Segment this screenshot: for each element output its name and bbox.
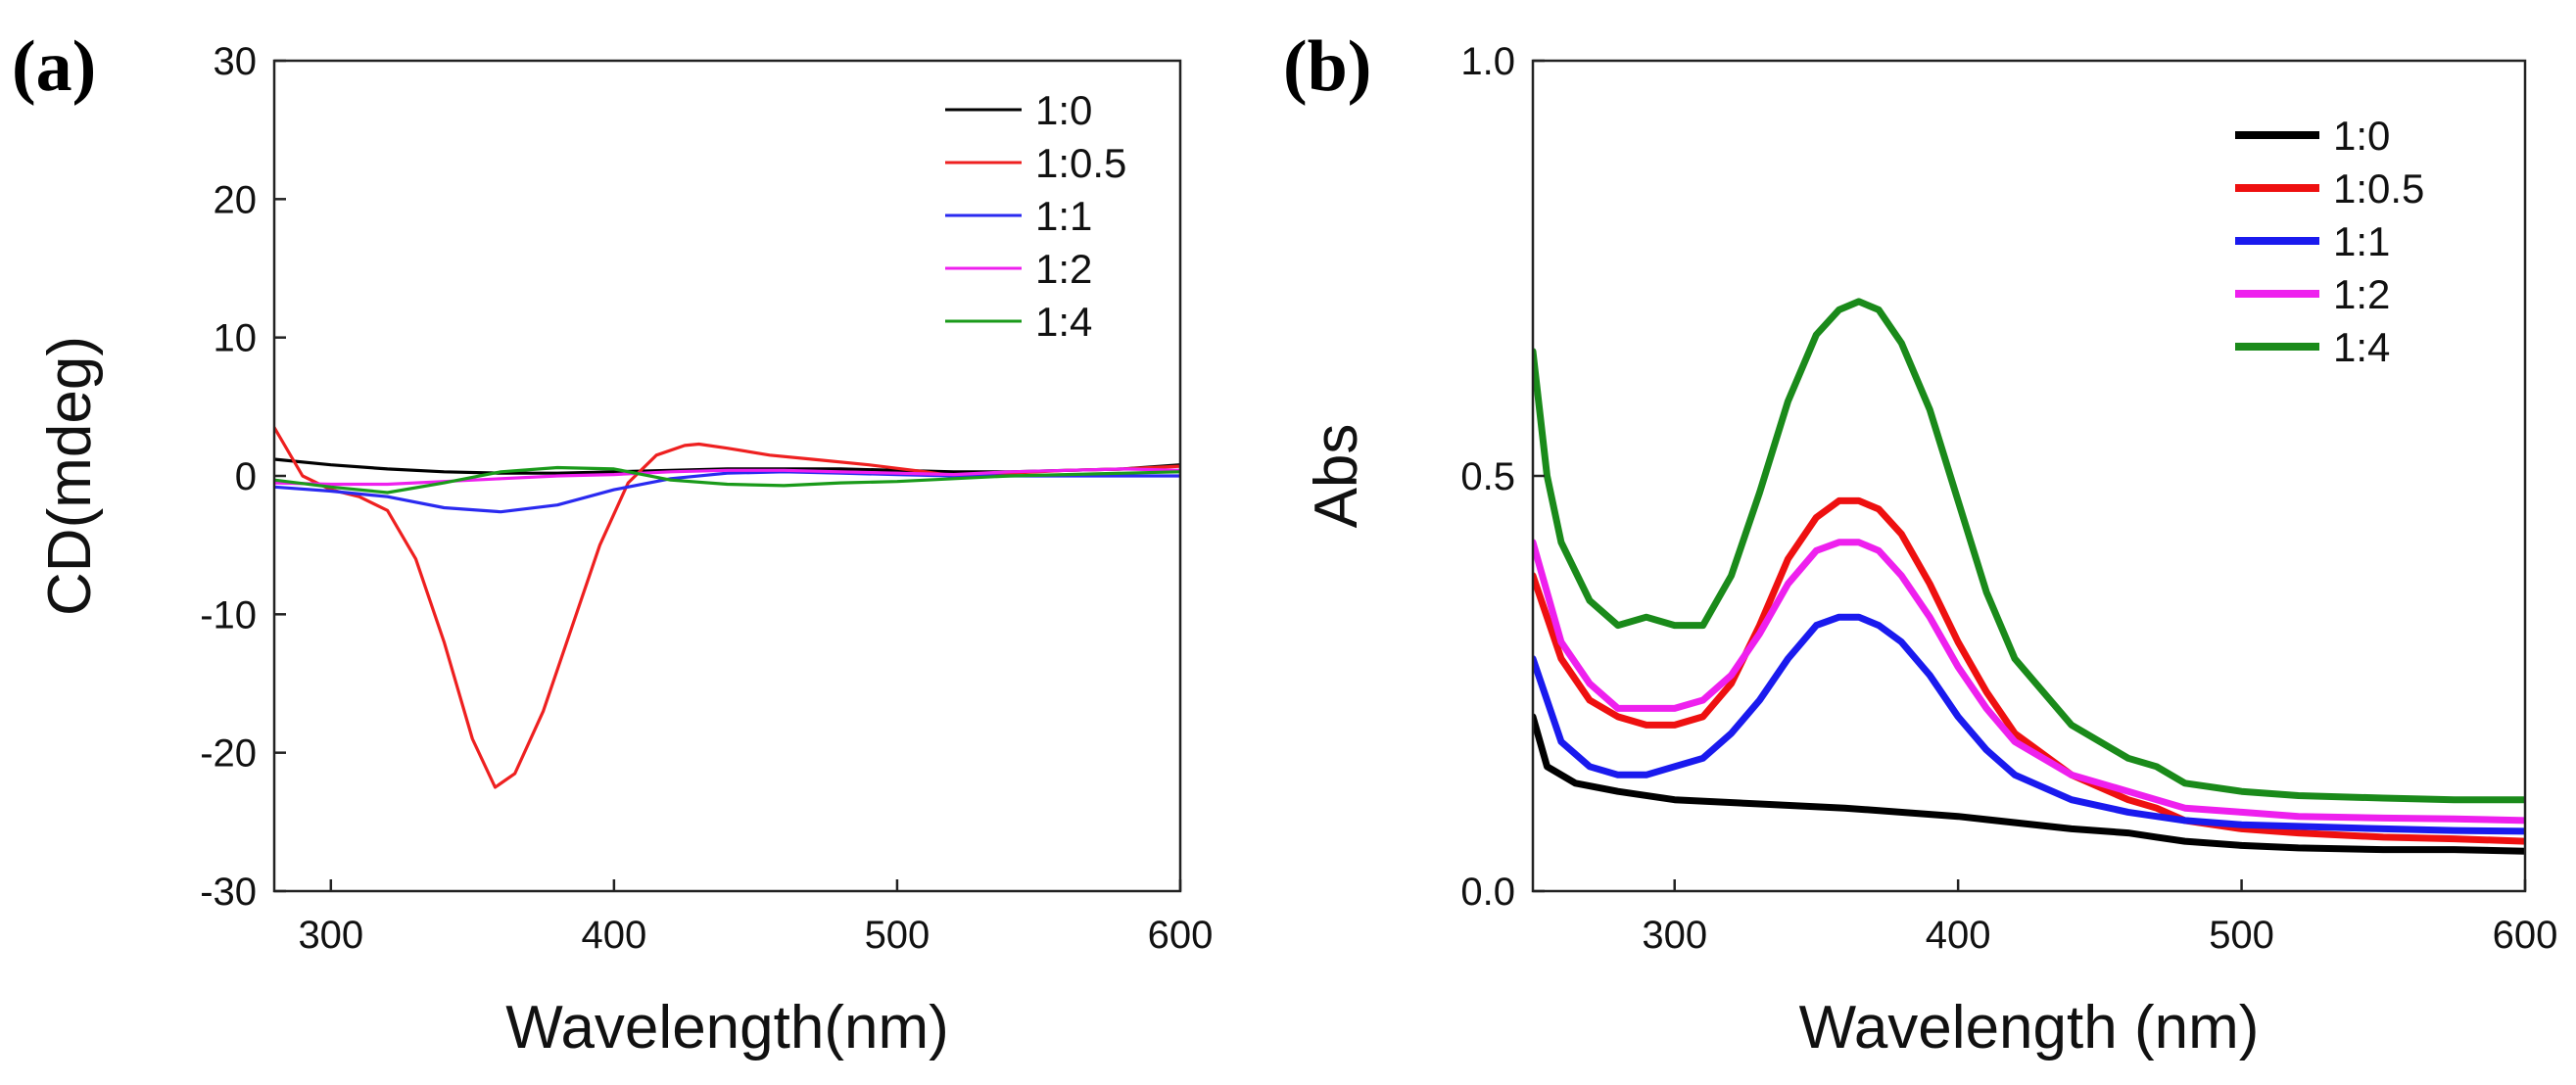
legend-label: 1:2 xyxy=(1035,246,1092,292)
legend-label: 1:0 xyxy=(2333,113,2390,159)
legend-label: 1:4 xyxy=(1035,299,1092,345)
y-axis-title: Abs xyxy=(1303,424,1370,529)
legend-label: 1:1 xyxy=(2333,218,2390,264)
y-tick-label: 0 xyxy=(235,455,257,498)
series-line-1-0 xyxy=(1533,713,2525,855)
x-tick-label: 300 xyxy=(1642,914,1707,957)
legend-label: 1:1 xyxy=(1035,193,1092,239)
panel-b-label: (b) xyxy=(1283,26,1371,107)
x-tick-label: 400 xyxy=(1926,914,1991,957)
legend-label: 1:4 xyxy=(2333,324,2390,370)
panel-b-absorbance-chart: 300 400 500 600 0.0 0.5 1.0 Wavelength (nm) Abs 1… xyxy=(1303,40,2557,1061)
legend: 1:0 1:0.5 1:1 1:2 1:4 xyxy=(945,87,1126,345)
x-tick-label: 600 xyxy=(2493,914,2558,957)
y-tick-label: -30 xyxy=(200,871,257,914)
legend-label: 1:0.5 xyxy=(1035,140,1126,186)
legend-label: 1:0 xyxy=(1035,87,1092,133)
series-line-1-4 xyxy=(1533,298,2525,804)
series-line-1-4 xyxy=(274,465,1180,495)
y-tick-label: 10 xyxy=(214,317,258,360)
series-line-1-0-5 xyxy=(274,425,1180,789)
y-axis-title: CD(mdeg) xyxy=(36,336,104,616)
series-line-1-1 xyxy=(274,470,1180,514)
y-tick-label: 20 xyxy=(214,178,258,221)
panel-a-cd-chart: 300 400 500 600 -30 -20 -10 0 10 20 30 Wavelength(n… xyxy=(36,40,1213,1061)
y-tick-label: -10 xyxy=(200,593,257,637)
panel-a-label: (a) xyxy=(12,26,96,107)
y-tick-label: 0.5 xyxy=(1460,455,1515,498)
x-tick-label: 500 xyxy=(865,914,930,957)
legend: 1:0 1:0.5 1:1 1:2 1:4 xyxy=(2235,113,2424,370)
series-line-1-2 xyxy=(1533,539,2525,825)
legend-label: 1:0.5 xyxy=(2333,165,2424,212)
x-axis-title: Wavelength (nm) xyxy=(1799,994,2260,1061)
series-line-1-2 xyxy=(274,467,1180,487)
y-tick-label: -20 xyxy=(200,732,257,776)
y-tick-label: 1.0 xyxy=(1460,40,1515,83)
x-axis-title: Wavelength(nm) xyxy=(505,994,949,1061)
x-tick-label: 600 xyxy=(1148,914,1214,957)
legend-label: 1:2 xyxy=(2333,271,2390,317)
x-tick-label: 400 xyxy=(582,914,647,957)
series-line-1-1 xyxy=(1533,613,2525,835)
y-tick-label: 0.0 xyxy=(1460,871,1515,914)
y-tick-label: 30 xyxy=(214,40,258,83)
x-tick-label: 500 xyxy=(2209,914,2274,957)
x-tick-label: 300 xyxy=(298,914,363,957)
